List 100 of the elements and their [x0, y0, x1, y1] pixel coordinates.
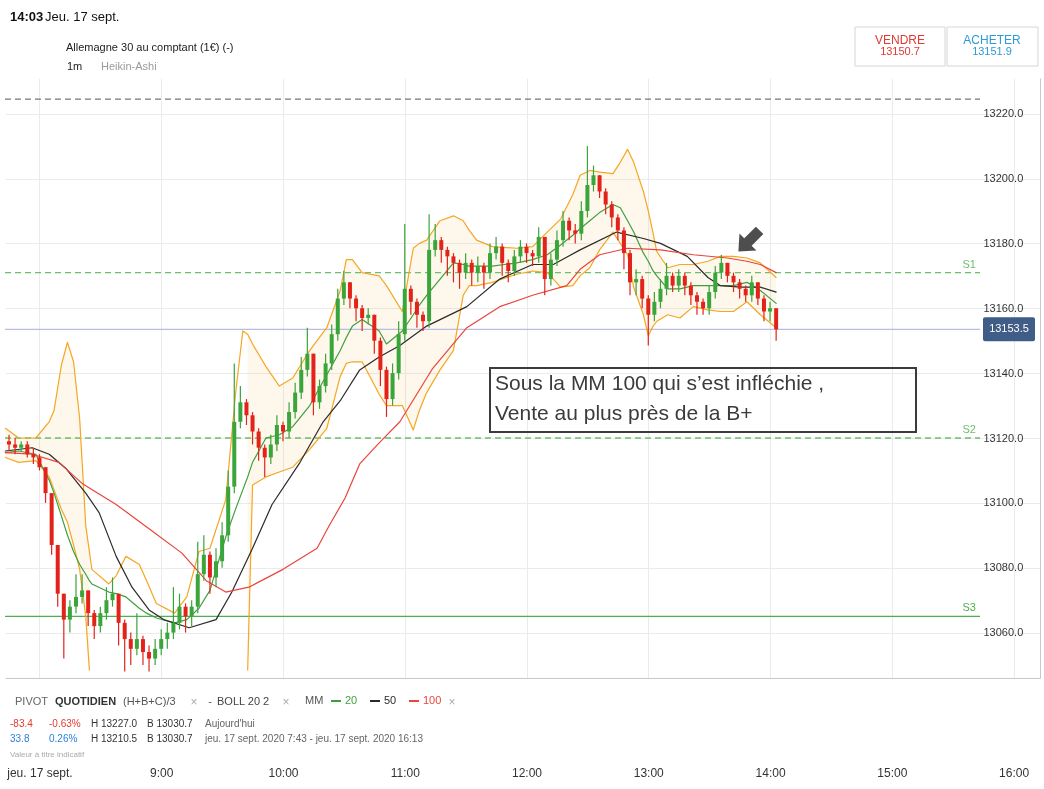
- candlestick: [147, 644, 152, 673]
- candlestick: [262, 443, 267, 478]
- candlestick: [214, 547, 219, 588]
- candlestick: [646, 294, 651, 347]
- candlestick: [609, 200, 614, 228]
- candlestick: [597, 174, 602, 199]
- x-tick-label: jeu. 17 sept.: [6, 765, 73, 780]
- text: 13151.9: [972, 45, 1012, 57]
- candlestick: [207, 550, 212, 595]
- candlestick: [719, 254, 724, 280]
- candlestick: [268, 434, 273, 465]
- text: B 13030.7: [147, 718, 194, 729]
- candlestick: [439, 236, 444, 264]
- x-tick-label: 13:00: [633, 765, 665, 780]
- candlestick: [433, 223, 438, 257]
- candlestick: [487, 242, 492, 280]
- candlestick: [688, 281, 693, 306]
- x-tick-label: 12:00: [512, 765, 543, 780]
- candlestick: [481, 262, 486, 290]
- text: Aujourd'hui: [205, 718, 255, 729]
- candlestick: [183, 602, 188, 634]
- x-tick-label: 14:00: [755, 765, 786, 780]
- candlestick: [86, 589, 91, 627]
- candlestick: [676, 268, 681, 293]
- candlestick: [98, 606, 103, 634]
- candlestick: [7, 434, 12, 452]
- x-tick-label: 15:00: [877, 765, 908, 780]
- text: QUOTIDIEN: [55, 695, 117, 707]
- candlestick: [524, 242, 529, 264]
- candlestick: [445, 246, 450, 277]
- candlestick: [244, 398, 249, 426]
- candlestick: [713, 265, 718, 300]
- candlestick: [341, 270, 346, 306]
- candlestick: [67, 599, 72, 634]
- candlestick: [354, 294, 359, 322]
- text: 13150.7: [880, 45, 920, 57]
- candlestick: [670, 271, 675, 293]
- candlestick: [274, 414, 279, 452]
- candlestick: [615, 213, 620, 241]
- candlestick: [347, 281, 352, 309]
- candlestick: [701, 297, 706, 316]
- candlestick: [165, 622, 170, 650]
- text: ×: [190, 695, 198, 709]
- x-tick-label: 11:00: [390, 765, 421, 780]
- legend-label: 50: [384, 694, 397, 706]
- text: jeu. 17 sept. 2020 7:43 - jeu. 17 sept. 2020 16:13: [204, 733, 424, 744]
- candlestick: [573, 223, 578, 245]
- ref-line-label: S3: [962, 601, 976, 614]
- x-tick-label: 10:00: [268, 765, 299, 780]
- candlestick: [238, 385, 243, 429]
- chart-title: Allemagne 30 au comptant (1€) (-): [66, 41, 234, 53]
- legend-title: MM: [305, 694, 324, 706]
- candlestick: [634, 268, 639, 296]
- candlestick: [591, 164, 596, 193]
- candlestick: [512, 249, 517, 277]
- text: -83.4: [10, 718, 34, 729]
- candlestick: [548, 252, 553, 287]
- candlestick: [104, 586, 109, 621]
- candlestick: [110, 576, 115, 608]
- ref-line-label: S1: [962, 257, 976, 270]
- legend-label: 20: [345, 694, 358, 706]
- text: B 13030.7: [147, 733, 194, 744]
- candlestick: [128, 631, 133, 666]
- ref-line-label: 13153.5: [989, 322, 1029, 335]
- candlestick: [317, 379, 322, 410]
- text: Jeu. 17 sept.: [45, 9, 120, 24]
- candlestick: [761, 294, 766, 322]
- annotation: Sous la MM 100 qui s’est infléchie , Vente au plus près de la B+: [495, 371, 825, 424]
- candlestick: [536, 226, 541, 264]
- y-tick-label: 13080.0: [983, 561, 1024, 574]
- candlestick: [140, 635, 145, 666]
- candlestick: [408, 284, 413, 316]
- y-tick-label: 13220.0: [983, 107, 1024, 120]
- y-tick-label: 13140.0: [983, 366, 1024, 379]
- candlestick: [658, 278, 663, 309]
- candlestick: [299, 356, 304, 400]
- text: 14:03: [10, 9, 44, 24]
- y-tick-label: 13160.0: [983, 301, 1024, 314]
- candlestick: [451, 252, 456, 283]
- text: ×: [448, 695, 456, 709]
- candlestick: [640, 275, 645, 309]
- candlestick: [737, 278, 742, 300]
- candlestick: [469, 259, 474, 287]
- candlestick: [159, 628, 164, 656]
- candlestick: [153, 638, 158, 666]
- candlestick: [73, 573, 78, 614]
- x-tick-label: 9:00: [150, 765, 174, 780]
- x-tick-label: 16:00: [999, 765, 1030, 780]
- y-tick-label: 13200.0: [983, 172, 1024, 185]
- y-tick-label: 13180.0: [983, 236, 1024, 249]
- text: 0.26%: [49, 733, 78, 744]
- candlestick: [463, 252, 468, 280]
- candlestick: [80, 573, 85, 605]
- candlestick: [457, 259, 462, 290]
- text: Valeur à titre indicatif: [10, 750, 85, 759]
- text: H 13210.5: [91, 733, 138, 744]
- candlestick: [421, 310, 426, 332]
- candlestick: [134, 612, 139, 656]
- candlestick: [768, 301, 773, 322]
- candlestick: [323, 353, 328, 394]
